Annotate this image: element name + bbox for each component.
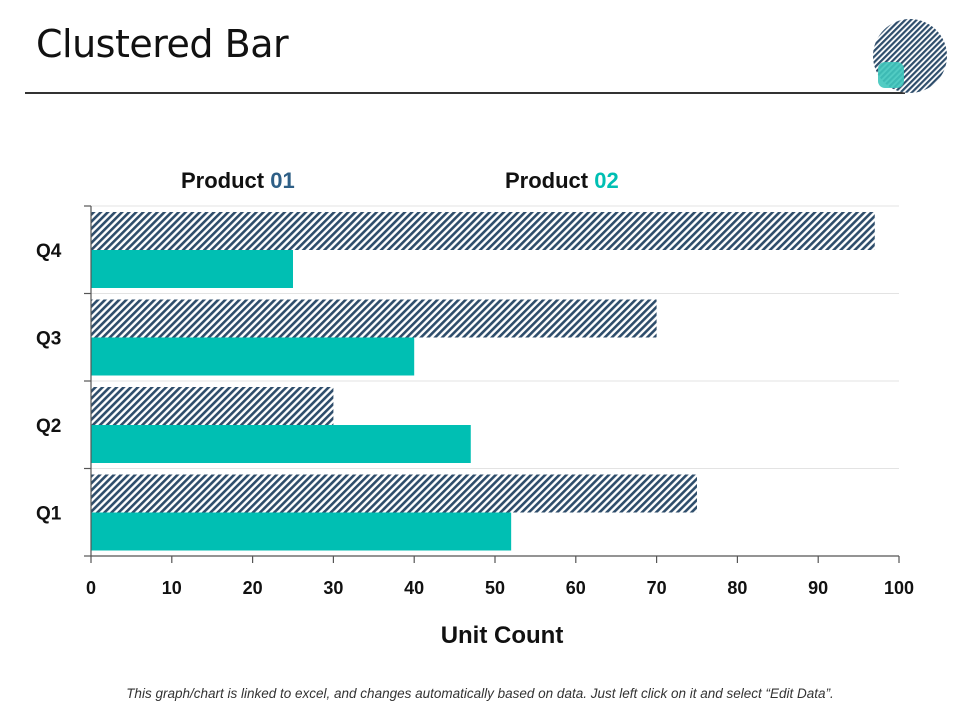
category-label-q1: Q1 (36, 503, 62, 524)
category-label-q2: Q2 (36, 416, 61, 437)
x-tick-labels: 0 10 20 30 40 50 60 70 80 90 100 (86, 578, 914, 598)
x-tick-label-100: 100 (884, 578, 914, 598)
bar-product-01-q2 (91, 387, 334, 425)
legend-product-01-prefix: Product (181, 168, 265, 193)
x-tick-label-0: 0 (86, 578, 96, 598)
x-tick-label-60: 60 (566, 578, 586, 598)
category-labels: Q1 Q2 Q3 Q4 (36, 241, 62, 525)
x-tick-label-10: 10 (162, 578, 182, 598)
x-tick-label-30: 30 (323, 578, 343, 598)
x-tick-label-80: 80 (727, 578, 747, 598)
footer-note: This graph/chart is linked to excel, and… (126, 686, 834, 701)
legend-product-01-number: 01 (270, 168, 294, 193)
legend-product-01: Product 01 (181, 168, 295, 193)
x-tick-label-40: 40 (404, 578, 424, 598)
bars (91, 212, 875, 551)
bar-product-01-q1 (91, 474, 697, 513)
legend-product-02-number: 02 (594, 168, 618, 193)
bar-product-02-q3 (91, 337, 415, 376)
x-tick-label-70: 70 (647, 578, 667, 598)
bar-product-01-q4 (91, 212, 875, 250)
title-divider (25, 92, 905, 94)
legend-product-02-prefix: Product (505, 168, 589, 193)
category-label-q4: Q4 (36, 241, 62, 262)
decorative-circle-icon (873, 19, 947, 93)
bar-product-02-q2 (91, 425, 471, 463)
x-tick-label-20: 20 (243, 578, 263, 598)
category-label-q3: Q3 (36, 328, 61, 349)
x-tick-label-90: 90 (808, 578, 828, 598)
x-tick-label-50: 50 (485, 578, 505, 598)
legend-product-02: Product 02 (505, 168, 619, 193)
bar-product-02-q4 (91, 250, 293, 288)
slide-title: Clustered Bar (36, 22, 289, 66)
bar-product-01-q3 (91, 299, 657, 338)
bar-product-02-q1 (91, 512, 512, 551)
axes (84, 205, 900, 563)
x-axis-title: Unit Count (441, 622, 564, 649)
